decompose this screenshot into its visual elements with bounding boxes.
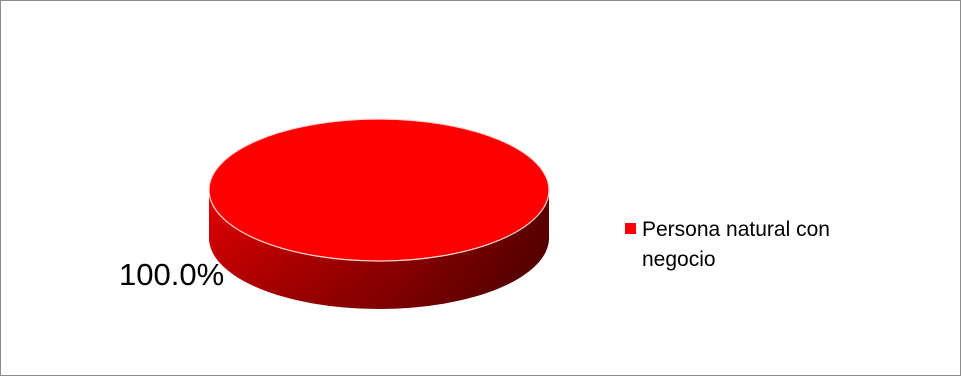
legend: Persona natural con negocio [625,215,885,275]
legend-label: Persona natural con negocio [642,218,830,271]
legend-swatch [625,223,636,234]
slice-data-label: 100.0% [119,257,225,292]
pie-slice-top [208,118,550,262]
pie-slice-side-shade [209,190,549,309]
legend-item: Persona natural con negocio [625,215,885,275]
